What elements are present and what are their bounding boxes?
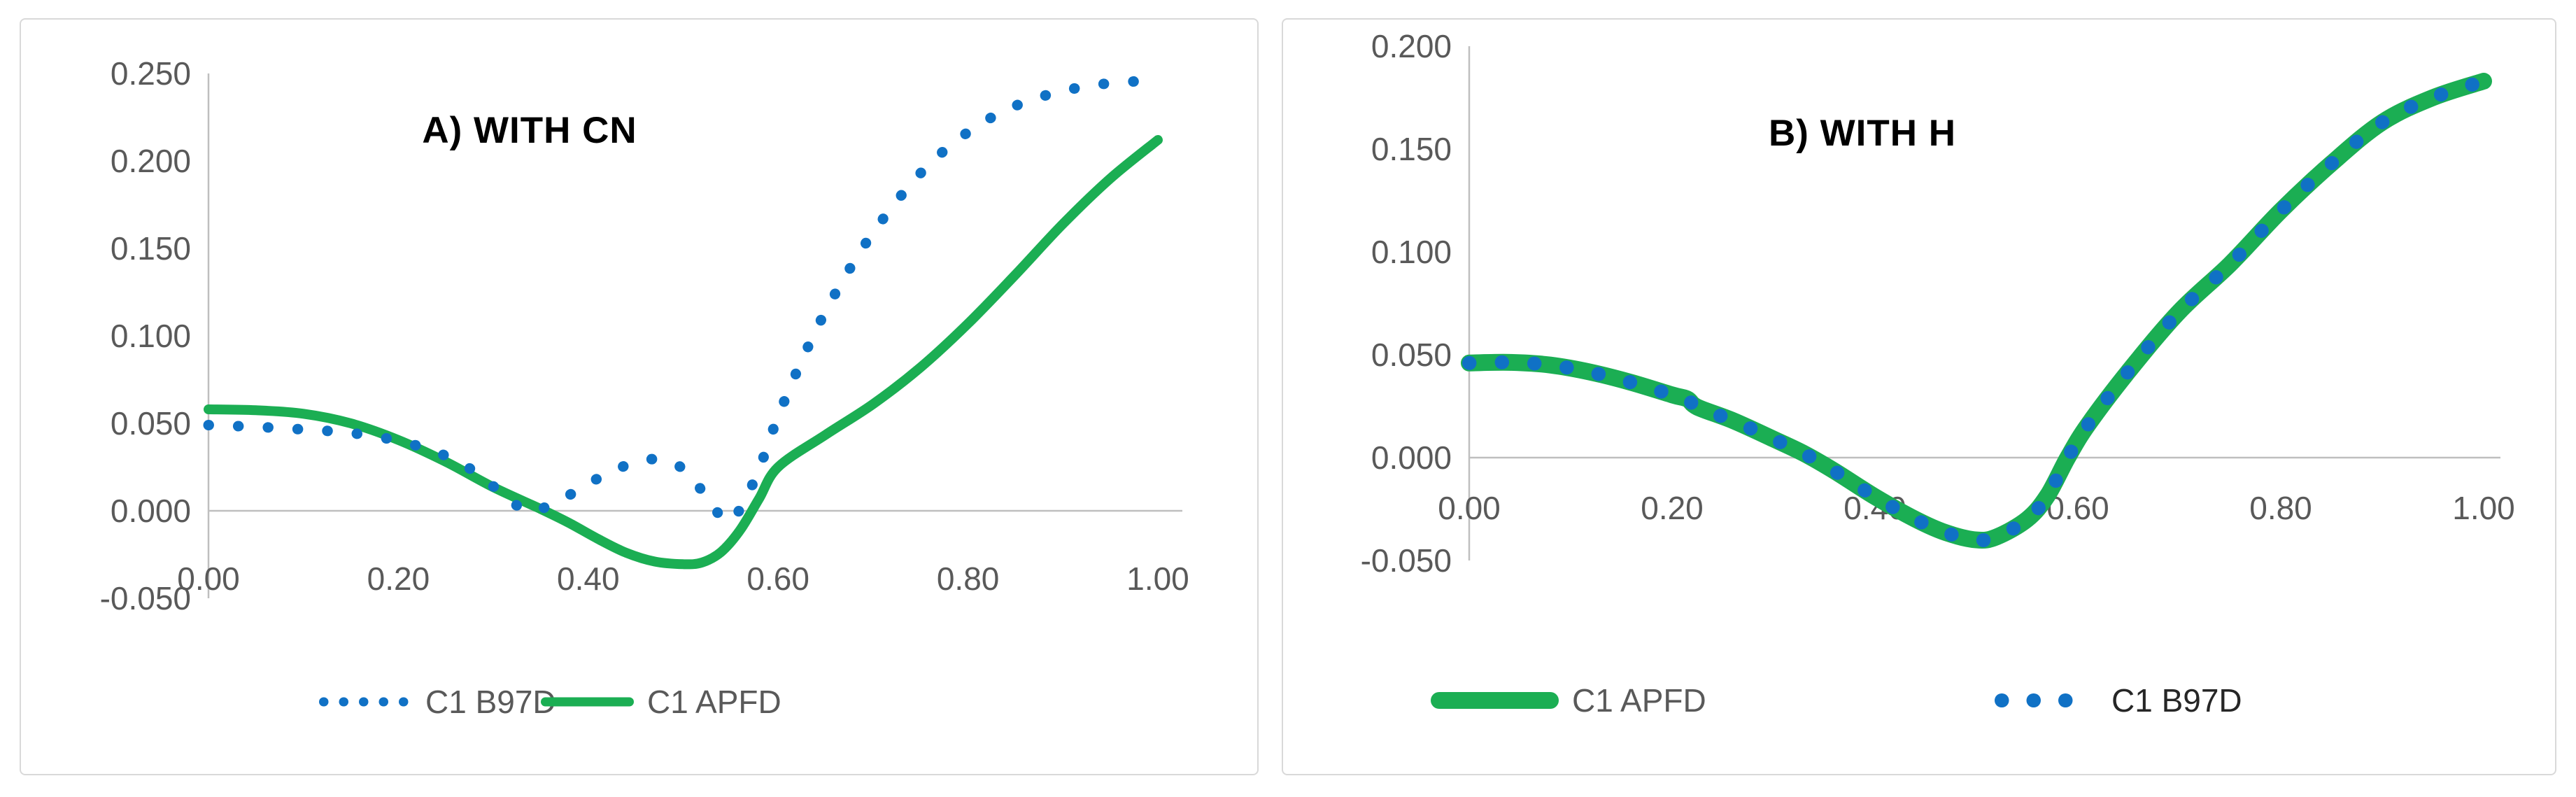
- legend-label-c1-b97d: C1 B97D: [2111, 682, 2242, 719]
- legend-label-c1-apfd: C1 APFD: [1572, 682, 1706, 719]
- chart-a-title: A) WITH CN: [422, 110, 637, 151]
- plot-area: 0.250 0.200 0.150 0.100 0.050 0.000 -0.0500.00…: [100, 55, 1189, 616]
- dotted-line-legend-icon: [1994, 681, 2099, 720]
- x-tick-label: 0.00: [177, 560, 240, 597]
- legend-item-c1-b97d-b: C1 B97D: [1994, 679, 2242, 722]
- x-tick-label: 0.60: [746, 560, 809, 597]
- series-line-c1-apfd: [1461, 73, 2492, 549]
- y-tick-label: 0.100: [1371, 234, 1452, 270]
- y-tick-label: 0.200: [1371, 28, 1452, 64]
- solid-line-legend-icon: [540, 682, 635, 721]
- y-tick-label: 0.250: [111, 55, 191, 92]
- x-tick-label: 0.80: [937, 560, 1000, 597]
- x-tick-label: 0.80: [2249, 490, 2312, 526]
- x-tick-label: 0.40: [557, 560, 620, 597]
- series-line-c1-b97d: [1462, 74, 2491, 548]
- x-tick-label: 1.00: [1126, 560, 1189, 597]
- legend-item-c1-apfd-a: C1 APFD: [540, 680, 781, 724]
- legend-item-c1-apfd-b: C1 APFD: [1430, 679, 1706, 722]
- x-tick-label: 0.00: [1438, 490, 1501, 526]
- series-line-c1-b97d: [203, 75, 1163, 527]
- y-tick-label: 0.200: [111, 143, 191, 179]
- x-tick-label: 1.00: [2452, 490, 2515, 526]
- series-line-c1-apfd: [204, 135, 1163, 570]
- y-tick-label: 0.150: [1371, 131, 1452, 167]
- y-tick-label: 0.050: [1371, 337, 1452, 373]
- legend-label-c1-apfd: C1 APFD: [647, 684, 781, 720]
- x-tick-label: 0.20: [367, 560, 430, 597]
- chart-panel-a: 0.250 0.200 0.150 0.100 0.050 0.000 -0.050 0.00…: [20, 18, 1259, 775]
- legend-item-c1-b97d-a: C1 B97D: [318, 680, 556, 724]
- solid-line-legend-icon: [1430, 681, 1559, 720]
- y-tick-label: -0.050: [100, 580, 191, 616]
- dotted-line-legend-icon: [318, 682, 413, 721]
- y-tick-label: 0.000: [1371, 439, 1452, 476]
- y-tick-label: 0.100: [111, 318, 191, 354]
- legend-label-c1-b97d: C1 B97D: [425, 684, 556, 720]
- y-tick-label: 0.050: [111, 405, 191, 442]
- y-tick-label: 0.000: [111, 493, 191, 529]
- y-tick-label: 0.150: [111, 230, 191, 267]
- chart-b-title: B) WITH H: [1768, 113, 1957, 154]
- y-tick-label: -0.050: [1361, 542, 1452, 579]
- x-tick-label: 0.20: [1641, 490, 1704, 526]
- plot-area: 0.200 0.150 0.100 0.050 0.000 -0.050 0.00 0.20 0…: [1361, 28, 2515, 579]
- chart-panel-b: 0.200 0.150 0.100 0.050 0.000 -0.050 0.00 0.20 0…: [1282, 18, 2556, 775]
